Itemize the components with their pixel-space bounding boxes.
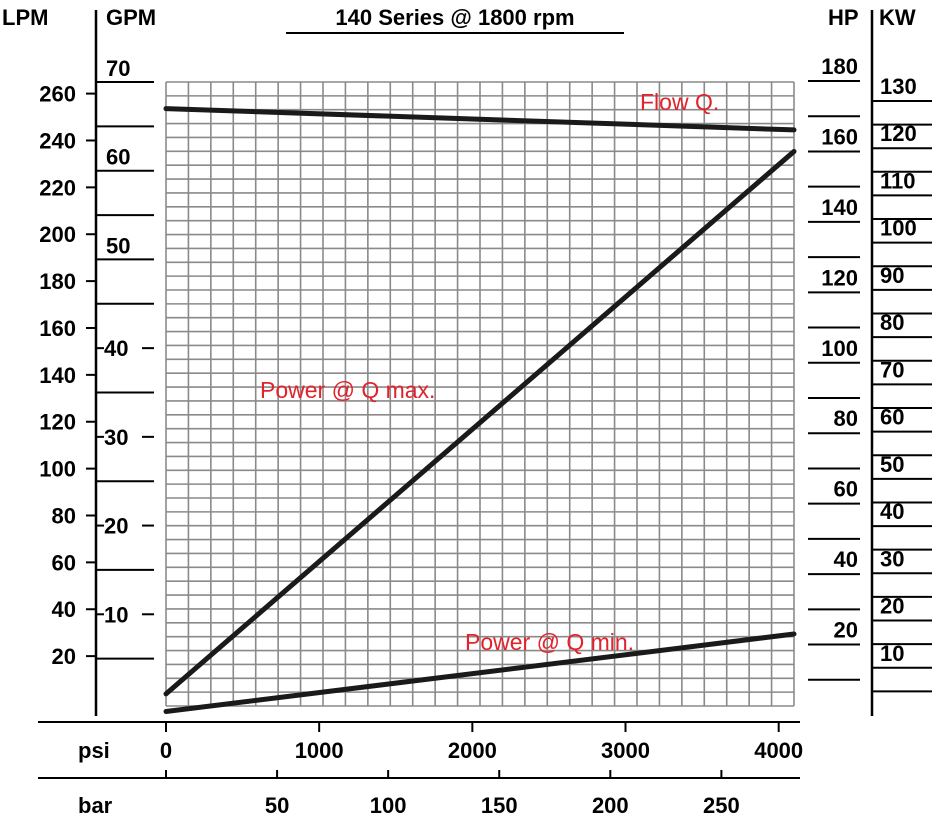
psi-tick-label: 3000 bbox=[601, 738, 650, 763]
hp-tick-label: 180 bbox=[821, 54, 858, 79]
lpm-tick-label: 120 bbox=[39, 410, 76, 435]
chart-series: Flow Q. Power @ Q max. Power @ Q min. bbox=[163, 89, 797, 714]
lpm-tick-label: 60 bbox=[52, 550, 76, 575]
chart-tick-labels: 2602402202001801601401201008060402070605… bbox=[39, 54, 932, 818]
bar-tick-label: 100 bbox=[370, 793, 407, 818]
hp-tick-label: 60 bbox=[834, 477, 858, 502]
hp-tick-label: 140 bbox=[821, 195, 858, 220]
lpm-tick-label: 180 bbox=[39, 269, 76, 294]
psi-tick-label: 4000 bbox=[754, 738, 803, 763]
hp-axis-label: HP bbox=[828, 5, 859, 30]
gpm-tick-label: 40 bbox=[104, 336, 128, 361]
hp-tick-label: 120 bbox=[821, 265, 858, 290]
series-label-power-q-max: Power @ Q max. bbox=[260, 377, 435, 403]
lpm-tick-label: 80 bbox=[52, 503, 76, 528]
bar-tick-label: 250 bbox=[703, 793, 740, 818]
lpm-tick-label: 200 bbox=[39, 222, 76, 247]
chart-headers: 140 Series @ 1800 rpm LPM GPM HP KW psi … bbox=[2, 5, 916, 818]
lpm-tick-label: 20 bbox=[52, 644, 76, 669]
lpm-tick-label: 260 bbox=[39, 82, 76, 107]
psi-tick-label: 0 bbox=[160, 738, 172, 763]
hp-tick-label: 160 bbox=[821, 124, 858, 149]
psi-tick-label: 1000 bbox=[295, 738, 344, 763]
hp-tick-label: 20 bbox=[834, 618, 858, 643]
psi-tick-label: 2000 bbox=[448, 738, 497, 763]
lpm-tick-label: 140 bbox=[39, 363, 76, 388]
series-line-power-q-min bbox=[163, 631, 797, 714]
bar-tick-label: 150 bbox=[481, 793, 518, 818]
kw-tick-label: 130 bbox=[880, 74, 917, 99]
series-label-flow-q: Flow Q. bbox=[640, 89, 719, 115]
chart-title: 140 Series @ 1800 rpm bbox=[335, 5, 574, 30]
lpm-tick-label: 240 bbox=[39, 128, 76, 153]
lpm-axis-label: LPM bbox=[2, 5, 48, 30]
gpm-tick-label: 10 bbox=[104, 602, 128, 627]
gpm-tick-label: 70 bbox=[106, 56, 130, 81]
psi-axis-label: psi bbox=[78, 738, 110, 763]
chart-grid bbox=[165, 81, 795, 707]
series-line-power-q-max bbox=[163, 148, 797, 697]
chart-axes bbox=[38, 10, 874, 779]
gpm-tick-label: 60 bbox=[106, 145, 130, 170]
hp-tick-label: 40 bbox=[834, 547, 858, 572]
gpm-tick-label: 50 bbox=[106, 233, 130, 258]
lpm-tick-label: 100 bbox=[39, 457, 76, 482]
series-label-power-q-min: Power @ Q min. bbox=[465, 629, 634, 655]
bar-axis-label: bar bbox=[78, 793, 113, 818]
gpm-tick-label: 30 bbox=[104, 425, 128, 450]
series-line-flow-q bbox=[163, 106, 797, 133]
lpm-tick-label: 40 bbox=[52, 597, 76, 622]
hp-tick-label: 80 bbox=[834, 406, 858, 431]
gpm-tick-label: 20 bbox=[104, 514, 128, 539]
lpm-tick-label: 220 bbox=[39, 175, 76, 200]
bar-tick-label: 200 bbox=[592, 793, 629, 818]
bar-tick-label: 50 bbox=[265, 793, 289, 818]
hp-tick-label: 100 bbox=[821, 336, 858, 361]
kw-axis-label: KW bbox=[879, 5, 916, 30]
lpm-tick-label: 160 bbox=[39, 316, 76, 341]
gpm-axis-label: GPM bbox=[106, 5, 156, 30]
